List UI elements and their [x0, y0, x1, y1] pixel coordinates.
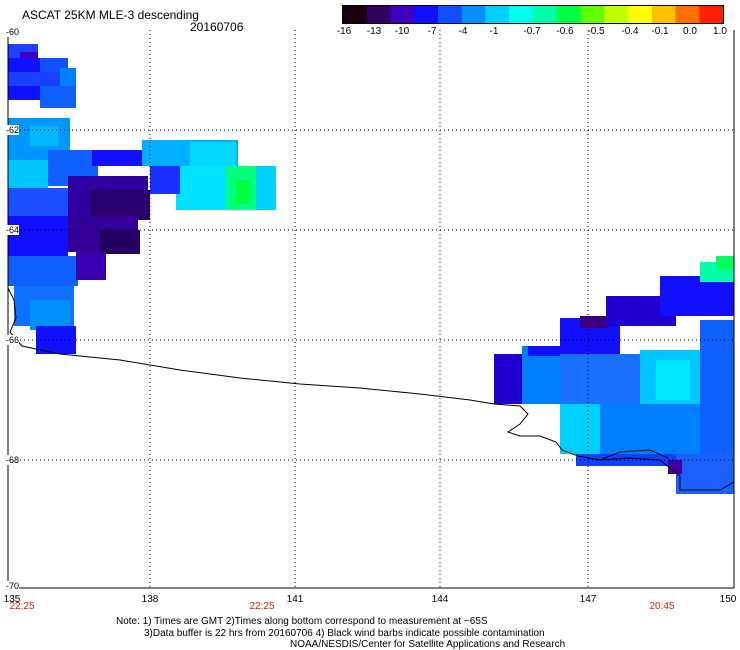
colorbar-swatch	[651, 6, 676, 23]
colorbar-label: -0.5	[587, 26, 605, 37]
colorbar-label: -0.1	[651, 26, 669, 37]
colorbar-swatch	[438, 6, 463, 23]
colorbar-gradient	[343, 6, 723, 23]
colorbar-swatch	[604, 6, 629, 23]
time-label: 22:25	[9, 601, 35, 612]
time-label: 20:45	[649, 601, 675, 612]
colorbar	[342, 5, 724, 24]
colorbar-swatch	[390, 6, 415, 23]
colorbar-label: -0.6	[556, 26, 574, 37]
colorbar-swatch	[675, 6, 700, 23]
map-date: 20160706	[190, 20, 244, 34]
lat-label: -60	[6, 27, 20, 37]
colorbar-label: -0.7	[523, 26, 541, 37]
colorbar-label: -13	[366, 26, 382, 37]
colorbar-label: -16	[336, 26, 352, 37]
colorbar-swatch	[533, 6, 558, 23]
lon-label: 144	[431, 594, 449, 605]
lon-label: 147	[579, 594, 597, 605]
lon-label: 138	[141, 594, 159, 605]
scatterometer-swaths	[8, 44, 734, 494]
note-line-1: Note: 1) Times are GMT 2)Times along bot…	[116, 616, 488, 627]
lat-label: -70	[6, 581, 20, 591]
colorbar-swatch	[485, 6, 510, 23]
lon-label: 141	[286, 594, 304, 605]
colorbar-label: -10	[394, 26, 410, 37]
coastline	[7, 287, 735, 491]
map-title: ASCAT 25KM MLE-3 descending	[22, 8, 199, 22]
graticule	[8, 30, 734, 588]
colorbar-swatch	[343, 6, 368, 23]
colorbar-label: -4	[458, 26, 468, 37]
colorbar-swatch	[461, 6, 486, 23]
colorbar-swatch	[366, 6, 391, 23]
colorbar-label: 1.0	[713, 26, 727, 37]
colorbar-swatch	[580, 6, 605, 23]
colorbar-label: 0.0	[683, 26, 697, 37]
lon-label: 135	[3, 594, 21, 605]
colorbar-label: -7	[427, 26, 437, 37]
note-line-2: 3)Data buffer is 22 hrs from 20160706 4)…	[144, 628, 545, 639]
colorbar-label: -1	[489, 26, 499, 37]
colorbar-swatch	[414, 6, 439, 23]
lat-label: -64	[6, 225, 20, 235]
time-label: 22:25	[249, 601, 275, 612]
lat-label: -66	[6, 335, 20, 345]
lon-label: 150	[719, 594, 737, 605]
colorbar-swatch	[556, 6, 581, 23]
map-frame	[7, 30, 735, 589]
colorbar-swatch	[509, 6, 534, 23]
lat-label: -68	[6, 455, 20, 465]
colorbar-label: -0.4	[621, 26, 639, 37]
note-line-3: NOAA/NESDIS/Center for Satellite Applica…	[290, 639, 566, 650]
colorbar-swatch	[628, 6, 653, 23]
lat-label: -62	[6, 125, 20, 135]
colorbar-swatch	[699, 6, 723, 23]
